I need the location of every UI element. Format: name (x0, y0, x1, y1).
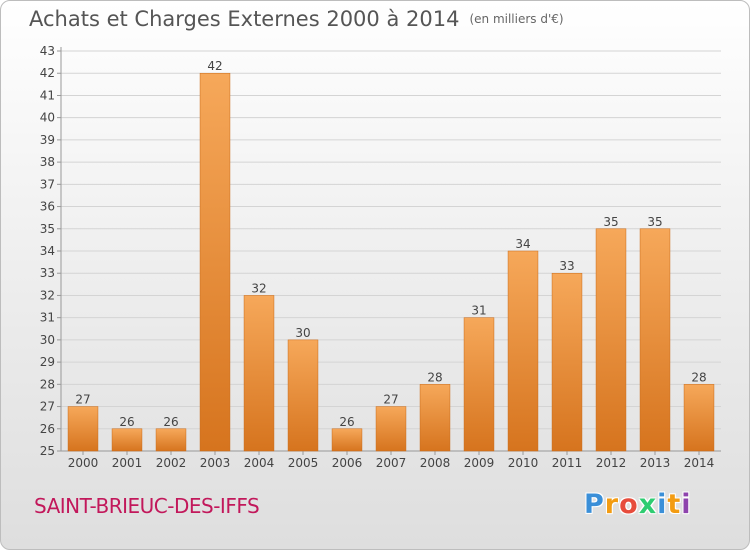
y-tick-label: 38 (40, 155, 55, 169)
bar-2009 (463, 317, 495, 452)
logo-letter: i (681, 489, 692, 520)
data-label-2001: 26 (119, 415, 134, 429)
bar-2012 (595, 228, 627, 452)
data-label-2004: 32 (251, 281, 266, 295)
data-label-2011: 33 (559, 259, 574, 273)
proxiti-logo[interactable]: Proxiti (584, 489, 692, 520)
bar-2002 (155, 428, 187, 452)
logo-letter: r (604, 489, 620, 520)
data-label-2013: 35 (647, 215, 662, 229)
x-tick-label-2001: 2001 (112, 456, 143, 470)
data-label-2005: 30 (295, 326, 310, 340)
x-tick-label-2007: 2007 (376, 456, 407, 470)
y-tick-label: 33 (40, 266, 55, 280)
data-label-2010: 34 (515, 237, 530, 251)
bar-2014 (683, 384, 715, 452)
commune-name: SAINT-BRIEUC-DES-IFFS (34, 494, 260, 518)
y-tick-label: 35 (40, 222, 55, 236)
data-label-2006: 26 (339, 415, 354, 429)
data-label-2008: 28 (427, 370, 442, 384)
y-tick-label: 43 (40, 44, 55, 58)
y-tick-label: 26 (40, 422, 55, 436)
y-tick-label: 29 (40, 355, 55, 369)
logo-letter: P (584, 489, 605, 520)
x-tick-label-2013: 2013 (640, 456, 671, 470)
data-label-2007: 27 (383, 393, 398, 407)
data-label-2014: 28 (691, 370, 706, 384)
x-tick-label-2014: 2014 (684, 456, 715, 470)
y-tick-label: 42 (40, 66, 55, 80)
y-tick-label: 37 (40, 177, 55, 191)
logo-letter: t (667, 489, 682, 520)
chart-title: Achats et Charges Externes 2000 à 2014 (e… (29, 7, 564, 31)
y-tick-label: 32 (40, 288, 55, 302)
logo-letter: i (657, 489, 668, 520)
bar-2013 (639, 228, 671, 452)
data-label-2009: 31 (471, 304, 486, 318)
chart-title-text: Achats et Charges Externes 2000 à 2014 (29, 7, 460, 31)
bar-2000 (67, 406, 99, 452)
x-tick-label-2004: 2004 (244, 456, 275, 470)
bar-2010 (507, 250, 539, 452)
logo-letter: o (619, 489, 639, 520)
data-label-2002: 26 (163, 415, 178, 429)
y-tick-label: 40 (40, 111, 55, 125)
bar-2001 (111, 428, 143, 452)
y-tick-label: 27 (40, 400, 55, 414)
bar-2005 (287, 339, 319, 452)
data-label-2012: 35 (603, 215, 618, 229)
data-label-2000: 27 (75, 393, 90, 407)
bars (67, 72, 715, 452)
bar-2006 (331, 428, 363, 452)
y-tick-label: 36 (40, 200, 55, 214)
bar-2008 (419, 384, 451, 452)
x-tick-label-2010: 2010 (508, 456, 539, 470)
x-tick-label-2002: 2002 (156, 456, 187, 470)
bar-2011 (551, 272, 583, 452)
x-tick-label-2012: 2012 (596, 456, 627, 470)
x-tick-label-2009: 2009 (464, 456, 495, 470)
data-labels: 27 26 26 42 32 30 26 27 28 31 34 33 35 35 28 (75, 59, 706, 429)
bar-2004 (243, 295, 275, 452)
bar-2003 (199, 72, 231, 452)
x-tick-label-2006: 2006 (332, 456, 363, 470)
y-tick-label: 28 (40, 377, 55, 391)
x-tick-label-2005: 2005 (288, 456, 319, 470)
x-tick-label-2011: 2011 (552, 456, 583, 470)
y-tick-label: 39 (40, 133, 55, 147)
y-tick-label: 34 (40, 244, 55, 258)
y-tick-label: 41 (40, 88, 55, 102)
y-tick-label: 31 (40, 311, 55, 325)
bar-2007 (375, 406, 407, 452)
chart-unit: (en milliers d'€) (469, 12, 564, 26)
axes: 25 26 27 28 29 30 31 32 33 34 35 36 37 38 39 40 41 42 43 20… (40, 44, 721, 470)
y-tick-label: 25 (40, 444, 55, 458)
y-tick-label: 30 (40, 333, 55, 347)
x-tick-label-2003: 2003 (200, 456, 231, 470)
data-label-2003: 42 (207, 59, 222, 73)
x-tick-label-2008: 2008 (420, 456, 451, 470)
x-tick-label-2000: 2000 (68, 456, 99, 470)
logo-letter: x (638, 489, 658, 520)
